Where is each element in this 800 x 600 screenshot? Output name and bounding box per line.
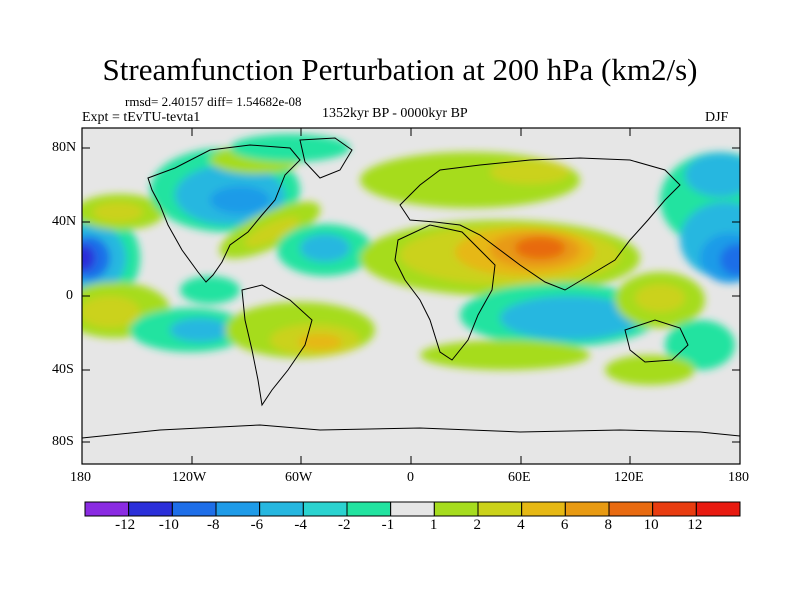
colorbar-label: 8 [604,517,613,533]
lat-label: 80S [52,434,74,449]
colorbar-label: -10 [158,517,179,533]
colorbar-label: 6 [560,517,569,533]
colorbar-swatch [521,501,566,517]
contour-fields [82,134,740,385]
colorbar-swatch [695,501,741,517]
colorbar-label: -8 [207,517,220,533]
colorbar-swatch [215,501,261,517]
lon-label: 180 [728,470,749,485]
contour-blob [170,318,230,342]
colorbar-swatch [84,501,130,517]
africa-outline [394,224,496,361]
colorbar-label: 10 [643,517,659,533]
contour-blob [82,296,140,328]
contour-blob [210,186,270,214]
contour-blob [490,160,570,184]
contour-blob [244,216,300,248]
colorbar-label: 1 [429,517,438,533]
lon-label: 180 [70,470,91,485]
colorbar-label: -6 [250,517,264,533]
lat-label: 0 [66,288,73,303]
eurasia-outline [399,157,681,291]
contour-blob [515,237,565,259]
colorbar-swatch [302,501,348,517]
experiment-label: Expt = tEvTU-tevta1 [82,110,201,125]
plot-title: Streamfunction Perturbation at 200 hPa (… [102,52,698,87]
colorbar-swatch [477,501,523,517]
contour-blob [300,234,350,262]
contour-blob [180,276,240,304]
colorbar-swatch [346,501,392,517]
colorbar-label: 12 [687,517,703,533]
contour-blob [420,340,590,370]
colorbar-swatch [390,501,435,517]
contour-blob [635,284,685,312]
antarctica-outline [82,424,740,439]
colorbar-label: -1 [381,517,395,533]
colorbar-swatch [608,501,654,517]
lat-label: 40N [52,214,77,229]
colorbar-swatch [128,501,173,517]
colorbar-swatch [652,501,697,517]
lon-tick-marks [81,128,741,464]
lon-label: 60E [508,470,531,485]
contour-blob [605,355,695,385]
lat-tick-marks [82,147,740,443]
contour-blob [500,296,640,340]
colorbar-swatch [171,501,217,517]
colorbar-label: -12 [115,517,136,533]
colorbar-swatch [259,501,304,517]
contour-blob [685,153,740,197]
south-america-outline [241,284,313,407]
contour-blob [298,334,342,350]
colorbar-swatch [433,501,479,517]
contour-blob [720,244,740,276]
rmsd-stats: rmsd= 2.40157 diff= 1.54682e-08 [125,94,302,109]
lat-label: 80N [52,140,77,155]
colorbar-label: 4 [517,517,525,533]
colorbar-swatch [564,501,610,517]
colorbar-label: -4 [294,517,307,533]
north-america-outline [147,144,301,283]
lon-label: 120E [614,470,644,485]
lon-label: 60W [285,470,313,485]
lat-label: 40S [52,362,74,377]
colorbar [84,501,741,517]
contour-blob [82,245,95,271]
coastlines [82,137,740,439]
lon-label: 120W [172,470,207,485]
australia-outline [624,319,689,363]
season-label: DJF [705,110,729,125]
period-label: 1352kyr BP - 0000kyr BP [322,106,468,121]
contour-blob [93,202,143,222]
greenland-outline [299,137,353,179]
colorbar-label: -2 [338,517,351,533]
lon-label: 0 [407,470,414,485]
colorbar-label: 2 [473,517,482,533]
